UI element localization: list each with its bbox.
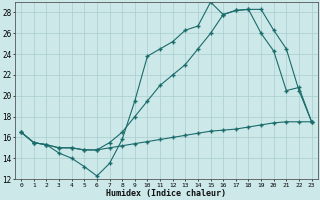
X-axis label: Humidex (Indice chaleur): Humidex (Indice chaleur) (106, 189, 226, 198)
